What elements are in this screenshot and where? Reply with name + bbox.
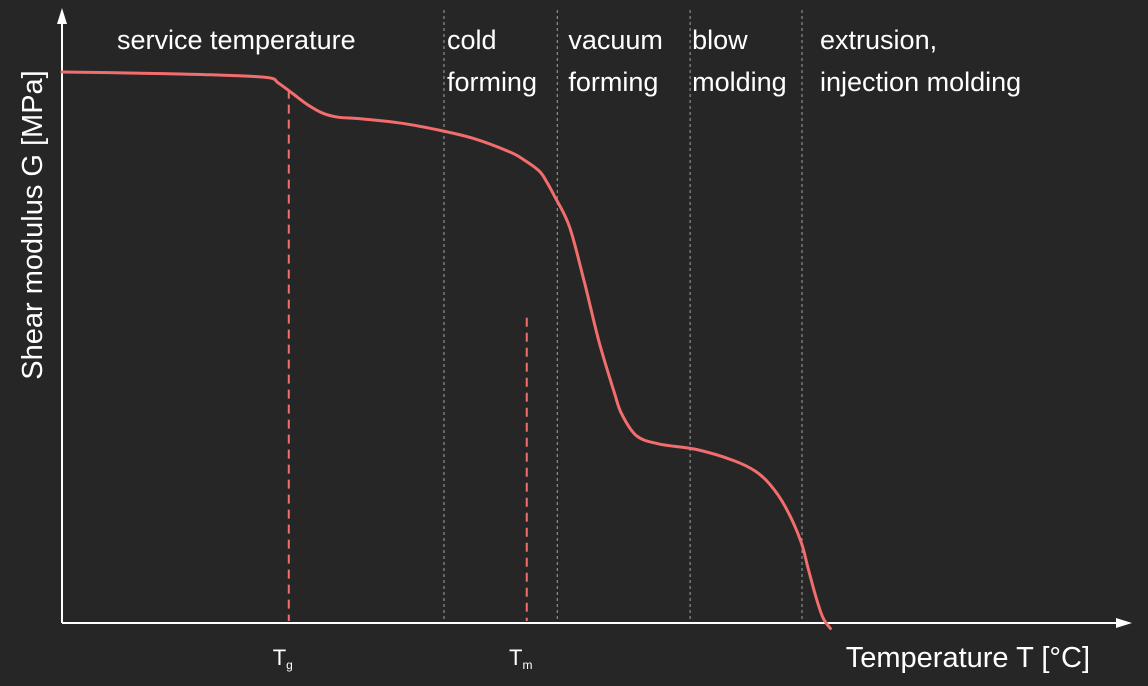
marker-label-sub: g [286, 658, 293, 672]
region-label-line: extrusion, [820, 25, 937, 55]
region-label-4: blow molding [692, 25, 787, 97]
region-label-line: blow [692, 25, 748, 55]
region-label-3: vacuum forming [568, 25, 663, 97]
y-axis-label: Shear modulus G [MPa] [17, 70, 49, 379]
region-dividers [443, 10, 803, 623]
region-label-1: service temperature [117, 25, 356, 55]
x-axis-arrow-icon [1116, 618, 1132, 628]
region-label-5: extrusion, injection molding [820, 25, 1021, 97]
region-label-line: forming [568, 67, 658, 97]
marker-label-sub: m [522, 658, 532, 672]
region-labels: service temperature cold forming vacuum form… [117, 25, 1021, 97]
region-label-2: cold forming [447, 25, 537, 97]
marker-label-Tg: Tg [273, 645, 293, 672]
series-line-shear-modulus [60, 70, 832, 630]
region-label-line: service temperature [117, 25, 356, 55]
marker-label-main: T [509, 645, 522, 670]
region-label-line: injection molding [820, 67, 1021, 97]
region-label-line: vacuum [568, 25, 663, 55]
marker-label-Tm: Tm [509, 645, 532, 672]
marker-labels: Tg Tm [273, 645, 533, 672]
marker-label-main: T [273, 645, 286, 670]
region-label-line: forming [447, 67, 537, 97]
region-label-line: molding [692, 67, 787, 97]
y-axis-arrow-icon [57, 8, 67, 24]
x-axis-label: Temperature T [°C] [846, 642, 1090, 674]
region-label-line: cold [447, 25, 497, 55]
temperature-markers [287, 89, 528, 621]
